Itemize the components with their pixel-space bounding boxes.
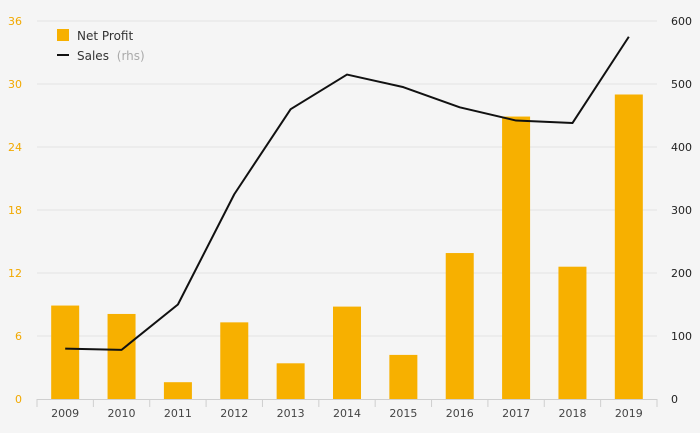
left-y-axis: 0 6 12 18 24 30 36 xyxy=(8,15,22,406)
legend-label-sales-name: Sales xyxy=(77,49,109,63)
legend-label-sales-note: (rhs) xyxy=(117,49,145,63)
gridlines xyxy=(37,20,657,337)
right-tick-label: 100 xyxy=(671,330,692,343)
bar-net-profit-2015 xyxy=(389,354,418,399)
net-profit-bars xyxy=(51,94,643,400)
right-tick-label: 500 xyxy=(671,78,692,91)
legend-label-net-profit: Net Profit xyxy=(77,29,133,43)
x-tick-label: 2011 xyxy=(164,407,192,420)
bar-net-profit-2016 xyxy=(445,253,474,399)
x-tick-label: 2009 xyxy=(51,407,79,420)
x-tick-label: 2018 xyxy=(558,407,586,420)
x-tick-label: 2013 xyxy=(277,407,305,420)
legend: Net Profit Sales (rhs) xyxy=(57,29,145,63)
left-tick-label: 36 xyxy=(8,15,22,28)
right-tick-label: 600 xyxy=(671,15,692,28)
bar-net-profit-2009 xyxy=(51,305,80,399)
bar-net-profit-2014 xyxy=(333,306,361,399)
left-tick-label: 0 xyxy=(15,393,22,406)
x-tick-label: 2012 xyxy=(220,407,248,420)
legend-label-sales: Sales (rhs) xyxy=(77,49,145,63)
x-tick-label: 2014 xyxy=(333,407,361,420)
bar-net-profit-2017 xyxy=(502,116,531,400)
bar-net-profit-2019 xyxy=(614,94,643,399)
left-tick-label: 30 xyxy=(8,78,22,91)
x-tick-label: 2016 xyxy=(446,407,474,420)
x-tick-label: 2019 xyxy=(615,407,643,420)
right-tick-label: 400 xyxy=(671,141,692,154)
bar-net-profit-2010 xyxy=(107,313,136,399)
x-tick-label: 2017 xyxy=(502,407,530,420)
legend-swatch-net-profit xyxy=(57,29,69,41)
right-y-axis: 0 100 200 300 400 500 600 xyxy=(671,15,692,406)
right-tick-label: 0 xyxy=(671,393,678,406)
right-tick-label: 200 xyxy=(671,267,692,280)
left-tick-label: 6 xyxy=(15,330,22,343)
x-tick-label: 2015 xyxy=(389,407,417,420)
bar-net-profit-2013 xyxy=(276,363,305,399)
left-tick-label: 24 xyxy=(8,141,22,154)
right-tick-label: 300 xyxy=(671,204,692,217)
bar-net-profit-2012 xyxy=(220,322,249,399)
left-tick-label: 12 xyxy=(8,267,22,280)
bar-net-profit-2018 xyxy=(558,266,587,399)
bar-net-profit-2011 xyxy=(163,382,192,399)
left-tick-label: 18 xyxy=(8,204,22,217)
sales-line-group xyxy=(65,36,630,351)
x-tick-label: 2010 xyxy=(108,407,136,420)
sales-line xyxy=(65,36,630,351)
x-axis: 2009 2010 2011 2012 2013 2014 2015 2016 2017 2018… xyxy=(36,399,658,420)
